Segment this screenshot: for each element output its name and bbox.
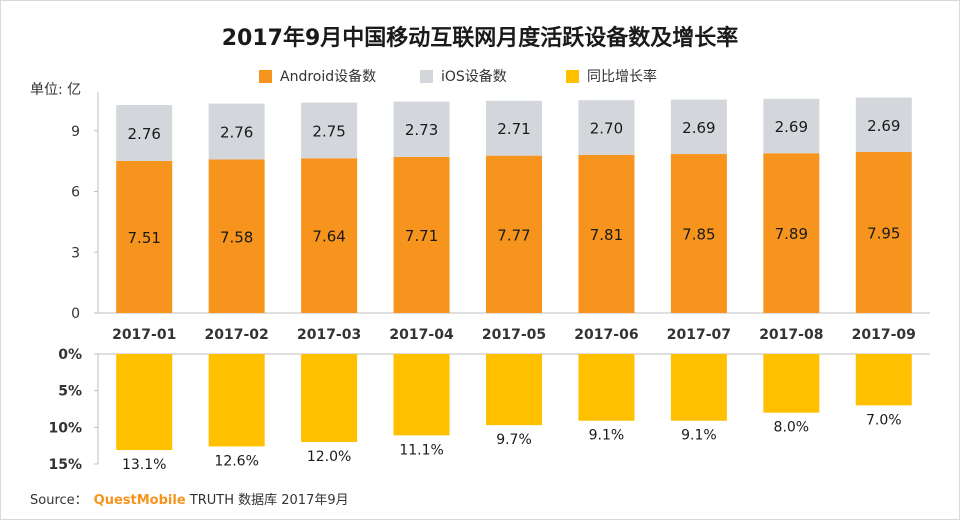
y-tick-label-bottom: 5%: [58, 384, 82, 400]
data-label-android: 7.89: [775, 225, 808, 243]
data-label-ios: 2.76: [220, 124, 253, 142]
y-tick-label-bottom: 0%: [58, 347, 82, 363]
bar-ios: [855, 97, 912, 153]
data-label-android: 7.95: [867, 225, 900, 243]
bar-growth: [116, 354, 173, 451]
data-label-android: 7.51: [128, 229, 161, 247]
data-label-growth: 13.1%: [122, 457, 166, 473]
bar-growth: [670, 354, 727, 421]
y-tick-label-top: 9: [71, 124, 80, 140]
data-label-android: 7.58: [220, 228, 253, 246]
x-tick-label: 2017-06: [574, 327, 638, 343]
data-label-growth: 12.6%: [214, 453, 258, 469]
legend-item-android: Android设备数: [259, 66, 376, 86]
x-tick-label: 2017-02: [205, 327, 269, 343]
bar-growth: [763, 354, 820, 413]
data-label-android: 7.71: [405, 227, 438, 245]
legend-item-ios: iOS设备数: [420, 66, 507, 86]
x-tick-label: 2017-09: [852, 327, 916, 343]
data-label-growth: 9.7%: [496, 432, 532, 448]
source-note: Source： QuestMobile TRUTH 数据库 2017年9月: [30, 489, 349, 508]
bar-android: [763, 153, 820, 313]
bar-ios: [116, 105, 173, 161]
data-label-ios: 2.70: [590, 120, 623, 138]
unit-label: 单位: 亿: [30, 82, 82, 98]
bar-android: [486, 155, 542, 313]
bar-ios: [301, 102, 358, 159]
bar-growth: [393, 354, 450, 436]
bar-ios: [578, 100, 635, 155]
data-label-android: 7.77: [497, 226, 530, 244]
data-label-growth: 7.0%: [866, 412, 902, 428]
bar-android: [393, 156, 450, 313]
legend-item-growth: 同比增长率: [566, 66, 657, 86]
y-tick-label-top: 0: [71, 306, 80, 322]
data-label-ios: 2.69: [775, 118, 808, 136]
bar-android: [578, 154, 635, 313]
data-label-ios: 2.69: [867, 117, 900, 135]
legend-swatch-growth: [566, 69, 579, 83]
data-label-ios: 2.69: [682, 119, 715, 137]
bar-growth: [855, 354, 912, 406]
data-label-android: 7.81: [590, 226, 623, 244]
data-label-android: 7.85: [682, 226, 715, 244]
x-tick-label: 2017-05: [482, 327, 546, 343]
data-label-growth: 12.0%: [307, 449, 351, 465]
y-tick-label-top: 3: [71, 245, 80, 261]
legend-label-growth: 同比增长率: [587, 69, 657, 85]
chart-title: 2017年9月中国移动互联网月度活跃设备数及增长率: [221, 26, 739, 51]
y-tick-label-top: 6: [71, 185, 80, 201]
y-tick-label-bottom: 15%: [48, 457, 82, 473]
x-tick-label: 2017-08: [759, 327, 823, 343]
source-brand: QuestMobile: [93, 493, 186, 508]
source-suffix: TRUTH 数据库 2017年9月: [189, 493, 349, 508]
data-label-android: 7.64: [312, 228, 345, 246]
data-label-growth: 11.1%: [399, 442, 443, 458]
data-label-growth: 9.1%: [589, 428, 625, 444]
legend: Android设备数 iOS设备数 同比增长率: [0, 66, 960, 88]
data-label-ios: 2.71: [497, 120, 530, 138]
bar-growth: [578, 354, 635, 421]
x-tick-label: 2017-04: [389, 327, 454, 343]
legend-swatch-android: [259, 69, 272, 83]
source-prefix: Source：: [30, 493, 88, 508]
data-label-ios: 2.76: [128, 125, 161, 143]
legend-swatch-ios: [420, 69, 433, 83]
bar-ios: [208, 103, 265, 160]
bar-growth: [486, 354, 542, 426]
data-label-growth: 9.1%: [681, 428, 717, 444]
x-tick-label: 2017-03: [297, 327, 361, 343]
bar-android: [208, 159, 265, 313]
x-tick-label: 2017-01: [112, 327, 176, 343]
data-label-ios: 2.75: [312, 122, 345, 140]
data-label-ios: 2.73: [405, 121, 438, 139]
bar-growth: [301, 354, 358, 442]
bar-ios: [393, 101, 450, 157]
bar-android: [670, 154, 727, 313]
bar-android: [116, 160, 173, 313]
data-label-growth: 8.0%: [774, 420, 810, 436]
y-tick-label-bottom: 10%: [48, 420, 82, 436]
legend-label-ios: iOS设备数: [441, 69, 507, 85]
bar-growth: [208, 354, 265, 447]
bar-ios: [486, 100, 542, 156]
bar-ios: [670, 99, 727, 155]
bar-android: [301, 158, 358, 313]
bar-ios: [763, 98, 820, 154]
legend-label-android: Android设备数: [280, 69, 377, 85]
bar-android: [855, 152, 912, 313]
x-tick-label: 2017-07: [667, 327, 731, 343]
